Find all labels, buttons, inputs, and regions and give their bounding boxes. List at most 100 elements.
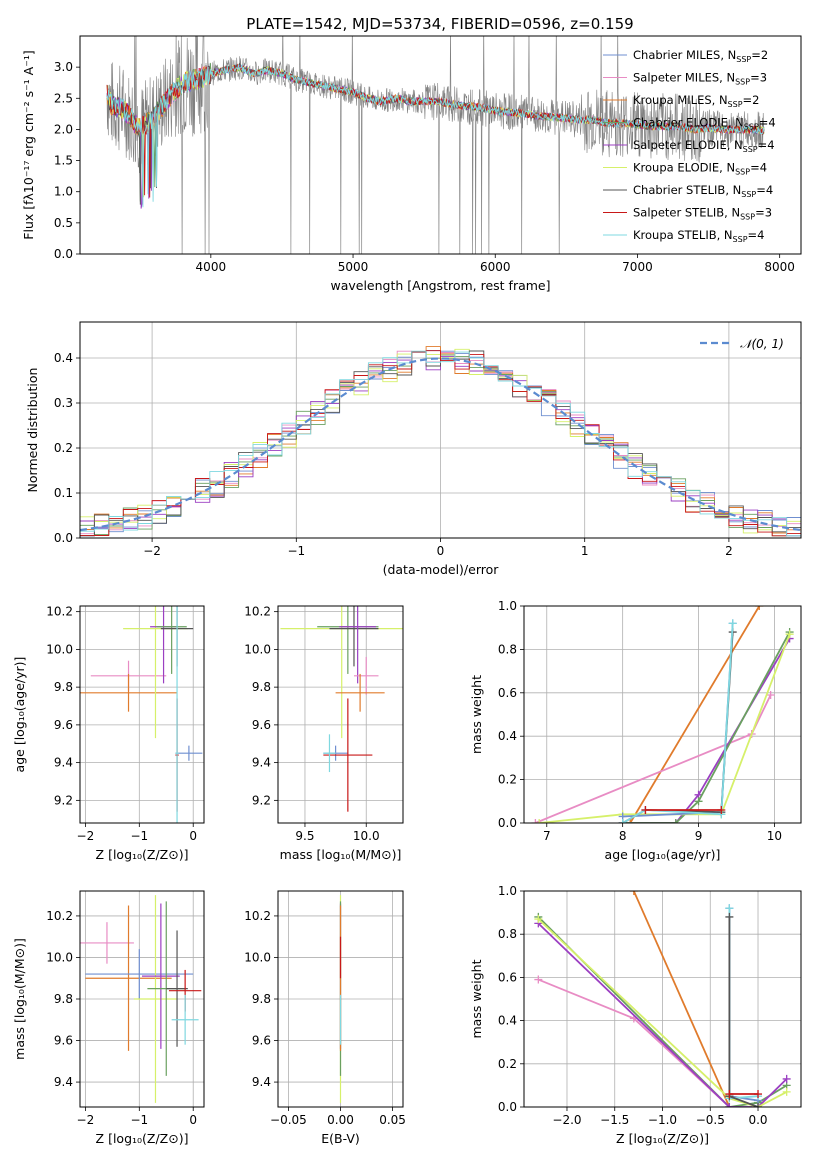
y-tick-label: 0.5: [54, 216, 73, 230]
weight-point-marker: [725, 912, 734, 921]
weight-series-line: [539, 633, 791, 823]
weight-point-marker: [626, 819, 635, 823]
weight-series-line: [622, 623, 734, 818]
histogram-step: [80, 350, 801, 537]
weight-series-line: [632, 891, 731, 1107]
legend-entry-count: =4: [750, 161, 767, 175]
y-tick-label: 0.0: [54, 531, 73, 545]
legend-entry-subscript: SSP: [735, 168, 750, 177]
weight-series-line: [535, 694, 772, 823]
legend-entry-name: Chabrier ELODIE, N: [633, 116, 744, 130]
plot-frame: [79, 35, 802, 255]
y-tick-label: 0.4: [498, 729, 517, 743]
weight-point-marker: [725, 1103, 734, 1107]
x-tick-label: 8000: [764, 260, 795, 274]
y-tick-label: 1.5: [54, 154, 73, 168]
weight-series-line: [728, 908, 759, 1100]
weight-point-marker: [754, 1090, 763, 1099]
legend-entry-name: Kroupa MILES, N: [633, 93, 728, 107]
weight-point-marker: [534, 915, 543, 924]
weight-point-marker: [782, 1087, 791, 1096]
x-tick-label: −1: [130, 829, 148, 843]
plot-frame: [277, 890, 404, 1108]
x-axis-label: Z [log₁₀(Z/Z⊙)]: [96, 847, 189, 862]
y-tick-label: 0.0: [498, 816, 517, 830]
mass-vs-age-plot: 9.5 10.0 9.2 9.4 9.6 9.8 10.0 10.2 mass [log₁₀(M…: [244, 605, 404, 862]
legend-entry-count: =4: [748, 228, 765, 242]
legend-entry: Salpeter MILES, NSSP=3: [633, 71, 767, 87]
x-tick-label: 8: [619, 829, 627, 843]
y-tick-label: 10.0: [46, 642, 73, 656]
weight-point-marker: [728, 619, 737, 628]
plot-frame: [523, 890, 802, 1108]
legend-entry-count: =2: [751, 48, 768, 62]
legend-entry-count: =3: [755, 206, 772, 220]
y-tick-label: 1.0: [54, 185, 73, 199]
y-tick-label: 3.0: [54, 60, 73, 74]
y-tick-label: 9.4: [252, 756, 271, 770]
weight-point-marker: [641, 805, 650, 814]
legend-entry-subscript: SSP: [741, 190, 756, 199]
x-tick-label: −1: [130, 1113, 148, 1127]
y-tick-label: 0.8: [498, 642, 517, 656]
x-tick-label: 6000: [480, 260, 511, 274]
plot-frame: [79, 605, 205, 824]
weight-point-marker: [534, 975, 543, 984]
legend-entry-subscript: SSP: [735, 78, 750, 87]
plot-frame: [79, 321, 802, 539]
y-tick-label: 10.2: [46, 605, 73, 619]
x-tick-label: 7000: [622, 260, 653, 274]
age-mass-weight-plot: 7 8 9 10 0.0 0.2 0.4 0.6 0.8 1.0 age [log₁₀(age/yr…: [469, 599, 802, 862]
x-axis-label: Z [log₁₀(Z/Z⊙)]: [96, 1131, 189, 1146]
residual-histogram-plot: −2 −1 0 1 2 0.0 0.1 0.2 0.3 0.4 (data-model)/error…: [25, 321, 802, 577]
legend-entry-subscript: SSP: [743, 145, 758, 154]
x-tick-label: 0: [437, 544, 445, 558]
x-tick-label: 1: [581, 544, 589, 558]
figure-title: PLATE=1542, MJD=53734, FIBERID=0596, z=0…: [246, 15, 633, 33]
legend-entry-name: Salpeter ELODIE, N: [633, 138, 743, 152]
weight-series-line: [629, 606, 761, 823]
y-tick-label: 9.4: [252, 1075, 271, 1089]
residual-histogram-marks: [80, 346, 801, 537]
weight-series-line: [537, 922, 788, 1107]
x-tick-label: −1.5: [600, 1113, 629, 1127]
x-tick-label: 5000: [338, 260, 369, 274]
y-axis-label: mass weight: [469, 675, 484, 754]
y-tick-label: 9.8: [54, 992, 73, 1006]
x-axis-label: age [log₁₀(age/yr)]: [605, 847, 721, 862]
y-axis-label: Normed distribution: [25, 368, 40, 493]
legend-entry: Kroupa MILES, NSSP=2: [633, 93, 759, 109]
y-tick-label: 9.4: [54, 756, 73, 770]
y-tick-label: 10.0: [244, 950, 271, 964]
z-vs-age-marks: [80, 606, 203, 823]
weight-point-marker: [755, 606, 764, 610]
y-tick-label: 2.0: [54, 122, 73, 136]
weight-point-marker: [725, 1090, 734, 1099]
y-tick-label: 0.6: [498, 970, 517, 984]
y-tick-label: 9.8: [54, 680, 73, 694]
y-tick-label: 0.2: [54, 441, 73, 455]
x-tick-label: 9: [695, 829, 703, 843]
y-tick-label: 0.3: [54, 396, 73, 410]
histogram-legend: 𝒩(0, 1): [700, 337, 784, 351]
weight-point-marker: [766, 690, 775, 699]
legend-entry-name: Chabrier STELIB, N: [633, 183, 741, 197]
legend-entry: Chabrier ELODIE, NSSP=4: [633, 116, 776, 132]
legend-entry-count: =4: [756, 183, 773, 197]
y-tick-label: 9.6: [54, 1034, 73, 1048]
legend-entry-name: Salpeter MILES, N: [633, 71, 735, 85]
age-mass-weight-marks: [531, 606, 794, 823]
y-axis-label: mass weight: [469, 959, 484, 1038]
weight-point-marker: [671, 819, 680, 823]
y-tick-label: 0.4: [54, 351, 73, 365]
z-vs-mass-plot: −2 −1 0 9.4 9.6 9.8 10.0 10.2 Z [log₁₀(Z/Z⊙)] mas…: [12, 890, 205, 1146]
z-mass-weight-marks: [534, 891, 791, 1107]
weight-point-marker: [725, 904, 734, 913]
x-axis-label: wavelength [Angstrom, rest frame]: [330, 278, 550, 293]
weight-point-marker: [629, 891, 638, 895]
y-tick-label: 9.6: [252, 718, 271, 732]
x-axis-label: Z [log₁₀(Z/Z⊙)]: [616, 1131, 709, 1146]
